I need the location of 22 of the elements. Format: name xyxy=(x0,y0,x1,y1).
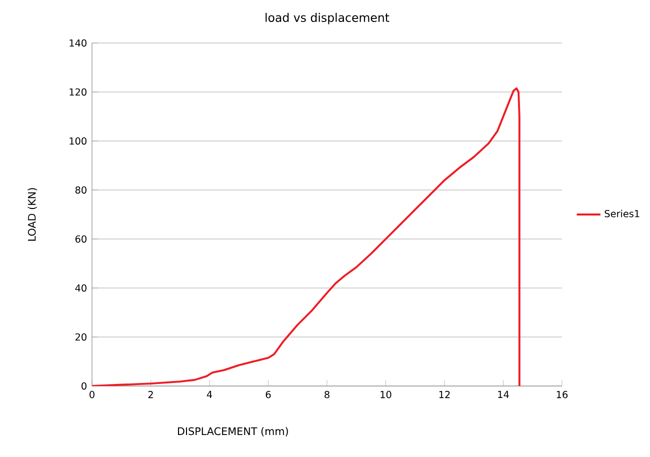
x-tick-label: 16 xyxy=(556,390,568,398)
x-tick-label: 4 xyxy=(206,390,212,398)
y-tick-label: 0 xyxy=(82,382,86,390)
y-tick-label: 60 xyxy=(75,235,86,243)
x-tick-label: 2 xyxy=(148,390,153,398)
y-axis-title: LOAD (KN) xyxy=(28,188,37,241)
x-tick-label: 0 xyxy=(90,390,94,398)
y-tick-label: 120 xyxy=(70,88,86,96)
line-series xyxy=(92,87,520,386)
chart-title: load vs displacement xyxy=(266,12,390,24)
y-tick-label: 100 xyxy=(70,137,86,145)
x-tick-label: 8 xyxy=(324,390,330,398)
x-tick-label: 14 xyxy=(498,390,509,398)
y-tick-label: 140 xyxy=(70,39,86,47)
legend-label: Series1 xyxy=(604,210,640,218)
x-tick-label: 10 xyxy=(380,390,392,398)
x-tick-label: 12 xyxy=(439,390,450,398)
x-tick-label: 6 xyxy=(266,390,271,398)
y-tick-label: 20 xyxy=(76,333,86,341)
x-axis-title: DISPLACEMENT (mm) xyxy=(178,427,288,436)
y-tick-label: 80 xyxy=(75,186,86,194)
y-tick-label: 40 xyxy=(75,284,86,292)
